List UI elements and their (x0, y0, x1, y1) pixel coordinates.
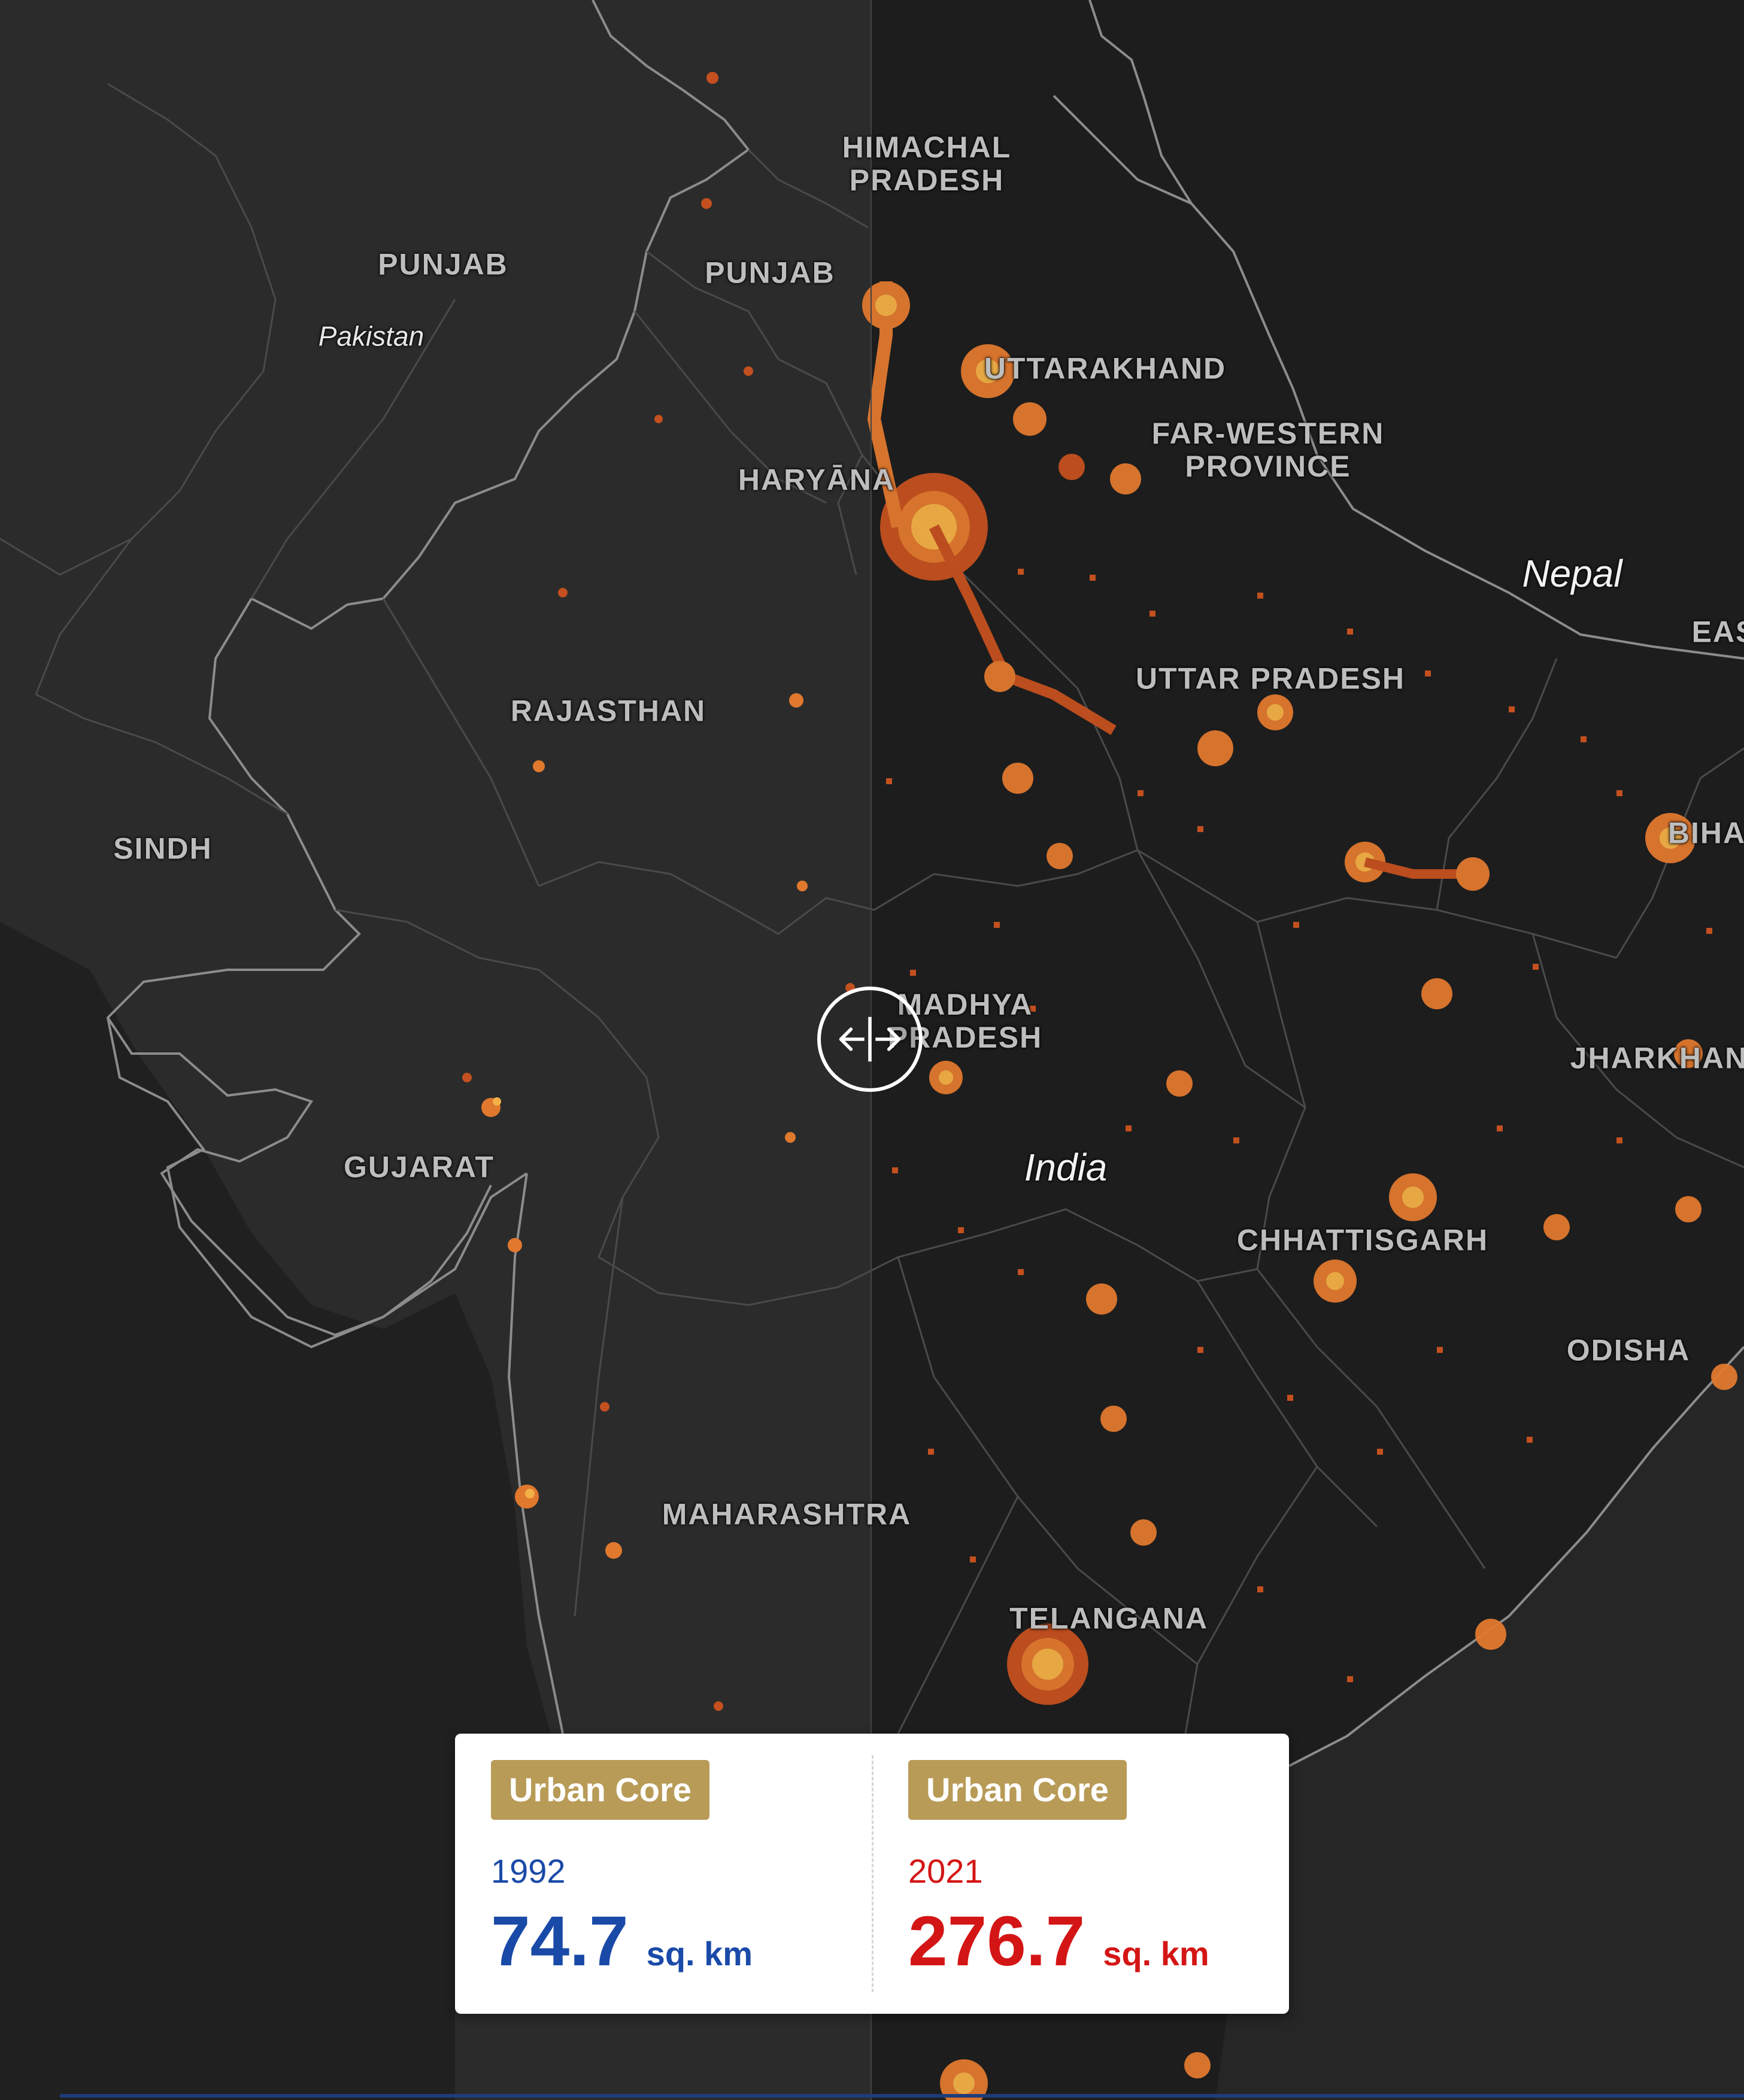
label-far-western-province: FAR-WESTERN PROVINCE (1151, 417, 1385, 483)
area-value-1992: 74.7 (491, 1902, 629, 1981)
urban-core-stats-card: Urban Core 1992 74.7 sq. km Urban Core 20… (455, 1734, 1289, 2014)
label-rajasthan: RAJASTHAN (510, 694, 706, 728)
compare-arrows-icon (839, 1016, 901, 1062)
bay-of-bengal (1215, 1347, 1744, 2100)
urban-areas-2021 (862, 281, 1737, 2100)
label-odisha: ODISHA (1566, 1333, 1691, 1367)
urban-areas-1992 (462, 72, 855, 1711)
value-row-2021: 276.7 sq. km (908, 1906, 1209, 1977)
value-row-1992: 74.7 sq. km (491, 1906, 753, 1977)
label-sindh: SINDH (113, 831, 213, 866)
label-telangana: TELANGANA (1009, 1601, 1208, 1635)
year-2021: 2021 (908, 1852, 983, 1890)
label-india: India (1024, 1145, 1108, 1189)
arabian-sea (0, 922, 551, 2100)
label-maharashtra: MAHARASHTRA (662, 1497, 912, 1531)
label-haryana: HARYĀNA (738, 463, 896, 497)
stat-1992: Urban Core 1992 74.7 sq. km (455, 1734, 872, 2014)
label-gujarat: GUJARAT (344, 1150, 495, 1184)
year-1992: 1992 (491, 1852, 566, 1890)
comparison-slider-handle[interactable] (817, 987, 923, 1092)
label-himachal-pradesh: HIMACHAL PRADESH (842, 131, 1012, 197)
label-bihar: BIHAR (1667, 816, 1744, 850)
small-urban-specks (886, 569, 1712, 1742)
label-jharkhand: JHARKHAND (1570, 1041, 1744, 1075)
bottom-accent-line (60, 2094, 1744, 2098)
label-nepal: Nepal (1522, 551, 1622, 595)
label-uttar-pradesh: UTTAR PRADESH (1135, 661, 1406, 696)
stats-divider (872, 1755, 873, 1992)
urban-core-badge-1992: Urban Core (491, 1760, 709, 1820)
label-uttarakhand: UTTARAKHAND (984, 351, 1227, 386)
label-punjab-india: PUNJAB (705, 256, 835, 290)
label-pakistan: Pakistan (318, 320, 424, 352)
area-unit-1992: sq. km (646, 1935, 753, 1972)
gujarat-coast (107, 1016, 492, 1337)
label-punjab-pakistan: PUNJAB (378, 247, 508, 281)
label-chhattisgarh: CHHATTISGARH (1236, 1223, 1489, 1257)
country-borders (106, 0, 1744, 1767)
label-eastern: EAS (1691, 615, 1744, 649)
stat-2021: Urban Core 2021 276.7 sq. km (872, 1734, 1289, 2014)
area-unit-2021: sq. km (1103, 1935, 1209, 1972)
state-borders (0, 83, 1744, 1734)
urban-core-badge-2021: Urban Core (908, 1760, 1127, 1820)
area-value-2021: 276.7 (908, 1902, 1085, 1981)
